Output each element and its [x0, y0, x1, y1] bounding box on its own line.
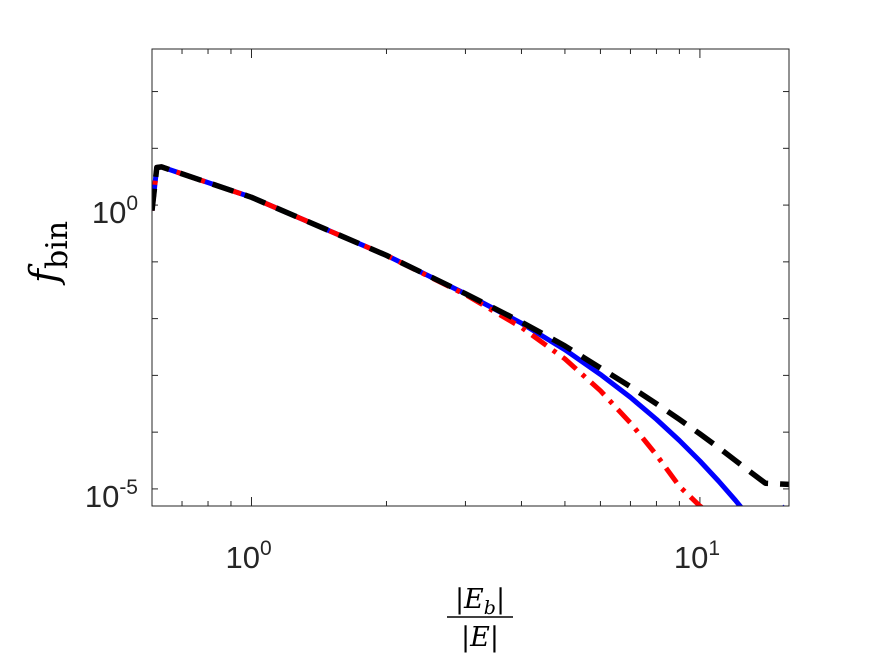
- y-tick-label: 100: [92, 192, 138, 230]
- plot-area: [152, 49, 789, 506]
- y-axis-label: fbin: [22, 221, 75, 286]
- axis-ticks: [151, 49, 789, 506]
- x-tick-label: 100: [225, 537, 271, 575]
- plot-frame: [151, 48, 790, 507]
- svg-text:|Eb|: |Eb|: [455, 584, 505, 619]
- x-tick-label: 101: [674, 537, 720, 575]
- series-line-dashed: [152, 164, 789, 488]
- y-tick-label: 10-5: [85, 476, 138, 514]
- x-axis-label: |Eb| |E|: [447, 584, 513, 653]
- svg-text:fbin: fbin: [22, 221, 75, 286]
- series-line-dash-dot: [152, 164, 705, 506]
- svg-text:|E|: |E|: [461, 622, 499, 653]
- series-layer: [152, 164, 789, 506]
